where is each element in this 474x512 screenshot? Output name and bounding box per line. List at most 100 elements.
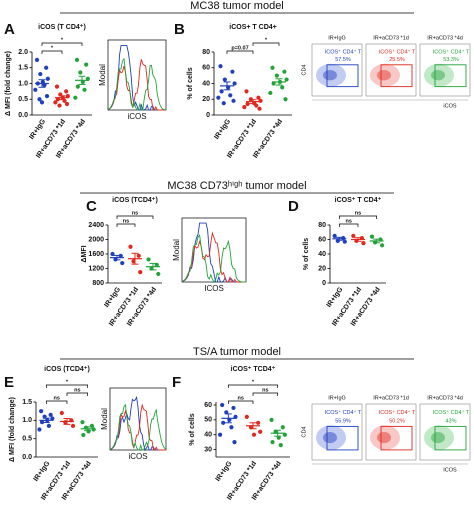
significance-label: p=0.07 xyxy=(231,45,248,51)
data-point xyxy=(251,432,257,437)
y-tick-label: 800 xyxy=(92,280,104,287)
section-title: TS/A tumor model xyxy=(193,346,281,358)
y-tick-label: 0.0 xyxy=(22,454,32,461)
significance-bracket xyxy=(45,400,68,404)
flow-percent: 55.9% xyxy=(335,418,351,424)
flow-plot-title: IR+IgG xyxy=(328,35,346,41)
data-point xyxy=(118,253,123,258)
significance-label: ns xyxy=(53,395,59,401)
y-tick-label: 1600 xyxy=(88,251,104,258)
histogram-curve xyxy=(181,234,246,283)
data-point xyxy=(45,76,50,81)
x-tick-label: IR+aCD73 *4d xyxy=(252,118,284,159)
significance-label: ns xyxy=(132,210,138,216)
flow-plot-title: IR+aCD73 *4d xyxy=(427,395,463,401)
data-point xyxy=(53,100,58,105)
flow-cloud-core xyxy=(377,432,391,444)
data-point xyxy=(80,420,85,425)
data-point xyxy=(230,69,235,74)
data-point xyxy=(278,443,283,448)
y-tick-label: 1.0 xyxy=(22,417,32,424)
y-axis-label: ΔMFI xyxy=(81,245,88,262)
x-tick-label: IR+IgG xyxy=(215,460,234,483)
y-tick-label: 2400 xyxy=(88,222,104,229)
y-tick-label: 1.0 xyxy=(18,80,28,87)
data-point xyxy=(64,89,69,94)
flow-plot-title: IR+aCD73 *1d xyxy=(373,35,409,41)
y-tick-label: 40 xyxy=(318,251,326,258)
data-point xyxy=(284,77,289,82)
significance-bracket xyxy=(116,215,154,219)
flow-gate xyxy=(380,64,413,88)
flow-cloud xyxy=(370,425,400,450)
panel-title: iCOS⁺ TCD4⁺ xyxy=(231,366,276,373)
significance-label: * xyxy=(66,379,69,385)
histogram-curve xyxy=(181,231,246,283)
significance-bracket xyxy=(116,223,136,227)
flow-x-label: iCOS xyxy=(443,103,456,109)
significance-bracket xyxy=(227,384,279,388)
panel-letter: C xyxy=(86,198,97,215)
data-point xyxy=(280,425,285,430)
flow-plot-title: IR+aCD73 *1d xyxy=(373,395,409,401)
significance-label: ns xyxy=(237,395,243,401)
section-title: MC38 CD73ʰⁱᵍʰ tumor model xyxy=(167,180,306,192)
data-point xyxy=(138,270,143,275)
x-tick-label: IR+IgG xyxy=(326,286,345,309)
panel-letter: A xyxy=(4,21,15,38)
data-point xyxy=(257,106,262,111)
flow-percent: 53.3% xyxy=(443,57,459,63)
data-point xyxy=(270,440,275,445)
flow-cloud-core xyxy=(431,432,445,444)
flow-gate-label: ICOS⁺ CD4⁺ T xyxy=(379,48,416,55)
flow-gate xyxy=(434,425,467,451)
data-point xyxy=(218,432,223,437)
flow-gate-label: ICOS⁺ CD4⁺ T xyxy=(379,409,416,416)
y-tick-label: 50 xyxy=(204,417,212,424)
significance-bracket xyxy=(66,392,89,396)
data-point xyxy=(59,410,64,416)
data-point xyxy=(244,89,249,94)
data-point xyxy=(245,101,250,107)
significance-bracket xyxy=(227,400,254,404)
flow-gate xyxy=(380,425,413,451)
flow-gate-label: ICOS⁺ CD4⁺ T xyxy=(433,409,470,416)
data-point xyxy=(232,81,237,86)
data-point xyxy=(48,412,53,417)
significance-bracket xyxy=(338,215,378,219)
data-point xyxy=(332,233,337,238)
data-point xyxy=(229,425,234,430)
data-point xyxy=(216,95,221,100)
histogram-curve xyxy=(109,395,166,452)
data-point xyxy=(37,97,42,102)
flow-cloud xyxy=(424,63,454,87)
flow-cloud-core xyxy=(323,432,337,444)
y-tick-label: 40 xyxy=(202,80,210,87)
flow-gate-label: ICOS⁺ CD4⁺ T xyxy=(433,48,470,55)
data-point xyxy=(268,90,273,96)
flow-gate xyxy=(434,64,467,88)
data-point xyxy=(136,253,141,258)
data-point xyxy=(258,429,263,434)
y-tick-label: 60 xyxy=(204,402,212,409)
data-point xyxy=(38,71,43,77)
y-tick-label: 60 xyxy=(318,236,326,243)
y-tick-label: 2000 xyxy=(88,236,104,243)
data-point xyxy=(34,57,40,62)
data-point xyxy=(242,105,247,110)
histogram-x-label: ICOS xyxy=(204,284,224,293)
flow-cloud xyxy=(424,425,454,450)
data-point xyxy=(39,100,45,105)
y-tick-label: 1200 xyxy=(88,265,104,272)
histogram-frame xyxy=(107,39,167,111)
y-tick-label: 0.5 xyxy=(18,96,28,103)
data-point xyxy=(269,417,274,422)
data-point xyxy=(232,440,237,445)
panel-title: iCOS (TCD4⁺) xyxy=(112,197,158,204)
data-point xyxy=(256,420,261,425)
data-point xyxy=(44,65,49,70)
y-axis-label: Δ MFI (fold change) xyxy=(5,51,12,116)
data-point xyxy=(39,420,45,425)
flow-y-label: CD4 xyxy=(301,64,307,75)
